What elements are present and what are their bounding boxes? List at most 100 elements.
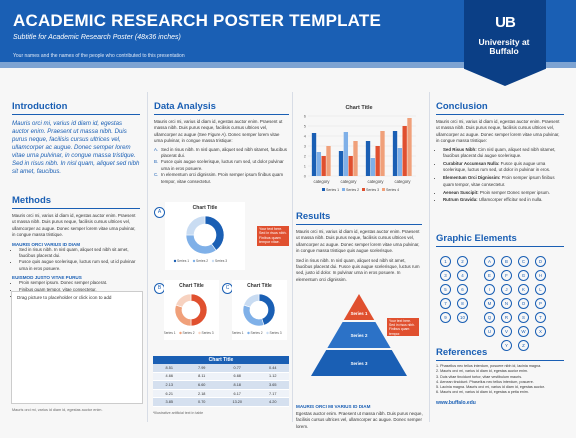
conclusion-text[interactable]: Mauris orci mi, varius id diam id, egest…	[436, 119, 560, 144]
graphic-icon[interactable]: U	[484, 326, 495, 337]
picture-caption[interactable]: Mauris orci mi, varius id diam id, egest…	[12, 408, 103, 412]
list-item[interactable]: Rutrum Gravida: Ullamcorper efficitur se…	[443, 197, 564, 203]
data-analysis-text[interactable]: Mauris orci mi, varius id diam id, egest…	[154, 119, 283, 144]
bar[interactable]	[407, 118, 412, 176]
graphic-icon[interactable]: P	[535, 298, 546, 309]
methods-text[interactable]: Mauris orci mi, varius id diam id, egest…	[12, 213, 136, 238]
bar-chart[interactable]: Chart Title 0 1 2 3 4 5 6 category category catego…	[296, 100, 422, 202]
graphic-icon[interactable]: I	[484, 284, 495, 295]
graphic-icon[interactable]: A	[484, 256, 495, 267]
bar[interactable]	[326, 146, 331, 176]
graphic-icon[interactable]: C	[518, 256, 529, 267]
donut-chart-b[interactable]: Chart Title Series 1 Series 2 Series 3	[160, 280, 219, 340]
data-analysis-heading[interactable]: Data Analysis	[154, 101, 289, 115]
reference-item[interactable]: 3. Duis vitae tincidunt tortor, vitae ve…	[436, 374, 523, 379]
pyramid-diagram[interactable]: Series 1 Series 2 Series 3	[296, 292, 422, 392]
list-item[interactable]: Fusce quis augue scelerisque, luctus rum…	[19, 259, 140, 272]
pie-slice[interactable]	[174, 304, 192, 327]
list-item[interactable]: Sed in risus nibh. In nisl quam, aliquet…	[19, 247, 140, 260]
poster-subtitle[interactable]: Subtitle for Academic Research Poster (4…	[13, 34, 181, 41]
graphic-elements-heading[interactable]: Graphic Elements	[436, 233, 564, 247]
bar[interactable]	[365, 141, 371, 176]
results-heading[interactable]: Results	[296, 211, 422, 225]
list-item[interactable]: Proin semper ipsum. Donec semper placera…	[19, 280, 140, 286]
picture-placeholder[interactable]: Drag picture to placeholder or click ico…	[11, 291, 143, 404]
results-text-2[interactable]: Sed in risus nibh. In nisl quam, aliquet…	[296, 257, 420, 282]
list-item[interactable]: Elementum Orci Dignissim: Proin semper i…	[443, 175, 564, 188]
pie-slice[interactable]	[243, 293, 260, 308]
graphic-icon[interactable]: D	[535, 256, 546, 267]
bar[interactable]	[397, 148, 403, 176]
bar[interactable]	[392, 131, 398, 176]
list-item-text[interactable]: In elementum orci dignissim. Proin sempe…	[161, 172, 284, 184]
pyramid-tier[interactable]	[327, 322, 391, 348]
pie-slice[interactable]	[190, 293, 208, 327]
bar[interactable]	[338, 151, 344, 176]
pie-slice[interactable]	[204, 215, 225, 251]
results-subheading[interactable]: MAURIS ORCI MI VARIUS ID DIAM	[296, 404, 371, 409]
list-item[interactable]: Aenean Suscipit: Proin semper Donec semp…	[443, 190, 564, 196]
results-text-3[interactable]: Egestas auctor enim. Praesent ut massa n…	[296, 411, 423, 429]
table-footnote[interactable]: *Illustrative artificial text in table	[153, 410, 204, 415]
graphic-icon[interactable]: X	[535, 326, 546, 337]
graphic-icon[interactable]: M	[484, 298, 495, 309]
graphic-icon[interactable]: Q	[484, 312, 495, 323]
graphic-icon[interactable]: 5	[440, 284, 451, 295]
reference-item[interactable]: 1. Phasellus nec tellus interdum, posuer…	[436, 364, 542, 368]
graphic-icon[interactable]: V	[501, 326, 512, 337]
pyramid-tier[interactable]	[343, 294, 375, 320]
list-item[interactable]: Finibus quam tempor, vitae consectetur.	[19, 287, 140, 293]
introduction-heading[interactable]: Introduction	[12, 101, 140, 115]
graphic-icon[interactable]: T	[535, 312, 546, 323]
bar[interactable]	[353, 141, 358, 176]
graphic-icon[interactable]: 7	[440, 298, 451, 309]
pie-slice[interactable]	[242, 304, 265, 327]
list-item[interactable]: Sed Risus Nibh: Cim nisl quam, aliquet s…	[443, 147, 564, 160]
bar[interactable]	[370, 158, 376, 176]
methods-heading[interactable]: Methods	[12, 195, 140, 209]
pie-slice[interactable]	[175, 293, 192, 308]
references-heading[interactable]: References	[436, 347, 564, 361]
graphic-icon[interactable]: H	[535, 270, 546, 281]
results-text-1[interactable]: Mauris orci mi, varius id diam id, egest…	[296, 229, 420, 254]
graphic-icon[interactable]: 6	[457, 284, 468, 295]
graphic-icon[interactable]: Y	[501, 340, 512, 351]
website-link[interactable]: www.buffalo.edu	[436, 399, 476, 406]
list-item-text[interactable]: Sed in risus nibh. In nisl quam, aliquet…	[161, 146, 287, 159]
reference-item[interactable]: 6. Mauris orci mi, varius id diam id, eg…	[436, 390, 529, 395]
graphic-icon[interactable]: R	[501, 312, 512, 323]
graphic-icon[interactable]: N	[501, 298, 512, 309]
bar[interactable]	[348, 156, 353, 176]
graphic-icon[interactable]: F	[501, 270, 512, 281]
bar[interactable]	[375, 146, 380, 176]
graphic-icon[interactable]: E	[484, 270, 495, 281]
bar[interactable]	[380, 131, 385, 176]
pyramid-tier[interactable]	[311, 350, 407, 376]
bar[interactable]	[316, 152, 322, 176]
pie-slice[interactable]	[185, 234, 217, 255]
graphic-icon[interactable]: W	[518, 326, 529, 337]
bar[interactable]	[402, 126, 407, 176]
methods-subheading-1[interactable]: MAURIS ORCI VARIUS ID DIAM	[12, 241, 81, 247]
graphic-icon[interactable]: L	[535, 284, 546, 295]
data-table[interactable]: Chart Title 8.51 7.99 0.77 0.44 4.66 8.11 6.68…	[153, 356, 289, 407]
graphic-icon[interactable]: G	[518, 270, 529, 281]
graphic-icon[interactable]: 10	[457, 312, 468, 323]
graphic-icon[interactable]: B	[501, 256, 512, 267]
results-callout[interactable]: Your text here. Sed in risus nibh. Finib…	[387, 318, 419, 336]
graphic-icon[interactable]: K	[518, 284, 529, 295]
donut-chart-a[interactable]: Chart Title Series 1 Series 2 Series 3	[165, 202, 245, 270]
graphic-icon[interactable]: S	[518, 312, 529, 323]
graphic-icon[interactable]: 1	[440, 256, 451, 267]
callout-box[interactable]: Your text here. Sed in risus nibh. Finib…	[257, 226, 289, 246]
bar[interactable]	[321, 156, 326, 176]
donut-chart-c[interactable]: Chart Title Series 1 Series 2 Series 3	[228, 280, 287, 340]
conclusion-heading[interactable]: Conclusion	[436, 101, 564, 115]
graphic-icon[interactable]: 3	[440, 270, 451, 281]
graphic-icon[interactable]: O	[518, 298, 529, 309]
reference-item[interactable]: 5. Lacinia magna. Mauris orci mi, varius…	[436, 385, 545, 390]
list-item[interactable]: Curabitur Accumsan Nulla: Fusce quis aug…	[443, 161, 564, 174]
bar[interactable]	[311, 133, 317, 176]
methods-subheading-2[interactable]: EUISMOD JUSTO VITAE PURUS	[12, 275, 82, 281]
bar[interactable]	[343, 132, 349, 176]
